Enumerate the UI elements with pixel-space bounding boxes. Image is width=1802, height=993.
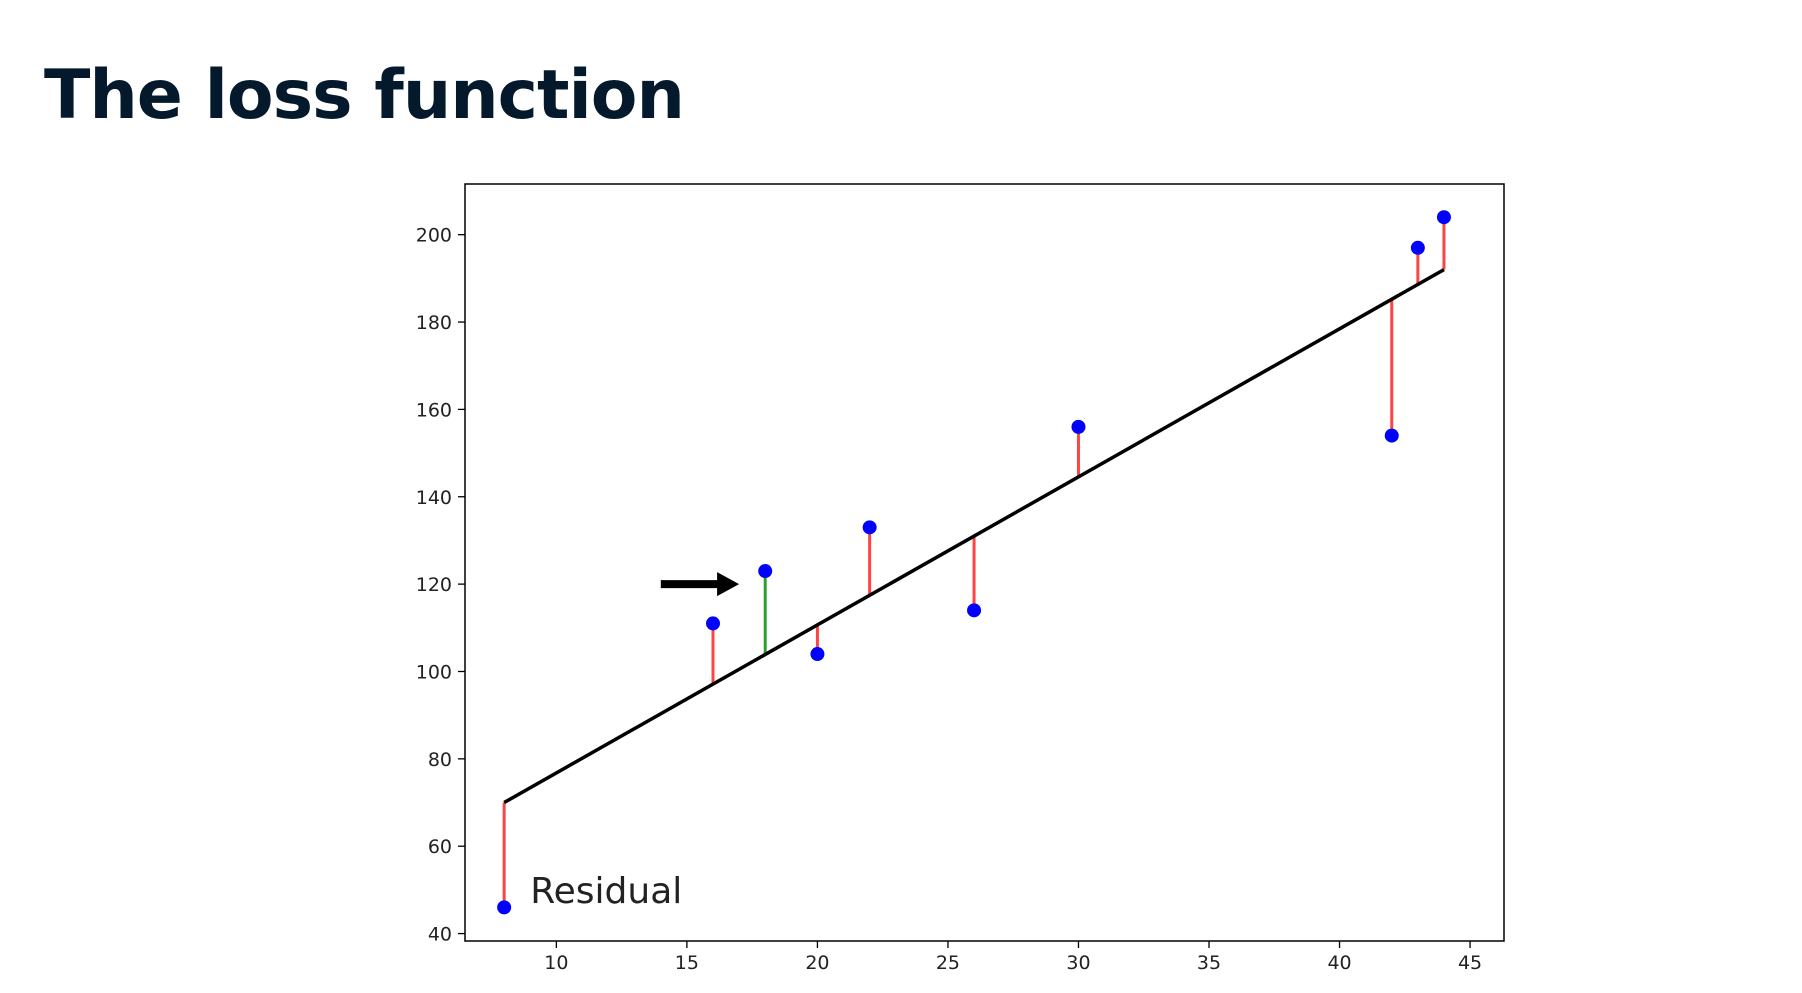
y-tick-label: 40 <box>428 924 452 946</box>
data-point <box>758 564 773 579</box>
slide-title: The loss function <box>44 56 685 135</box>
x-tick-label: 10 <box>544 952 568 974</box>
data-point <box>1436 210 1451 225</box>
regression-line <box>503 268 1445 805</box>
data-point <box>1410 240 1425 255</box>
y-tick-label: 140 <box>416 487 452 509</box>
data-point <box>1071 419 1086 434</box>
data-point <box>862 520 877 535</box>
y-tick-label: 60 <box>428 836 452 858</box>
x-tick-label: 15 <box>675 952 699 974</box>
data-point <box>706 616 721 631</box>
residual-label: Residual <box>530 871 682 912</box>
y-tick-label: 100 <box>416 661 452 683</box>
x-tick-label: 20 <box>805 952 829 974</box>
y-tick-label: 160 <box>416 399 452 421</box>
y-tick-label: 200 <box>416 225 452 247</box>
y-tick-label: 80 <box>428 749 452 771</box>
y-tick-label: 120 <box>416 574 452 596</box>
x-tick-label: 40 <box>1327 952 1351 974</box>
data-point <box>967 603 982 618</box>
data-point <box>1384 428 1399 443</box>
plot-frame <box>464 183 1505 942</box>
x-tick-label: 35 <box>1197 952 1221 974</box>
x-tick-label: 25 <box>936 952 960 974</box>
data-point <box>810 647 825 662</box>
y-tick-label: 180 <box>416 312 452 334</box>
data-point <box>497 900 512 915</box>
right-arrow-icon <box>717 572 740 597</box>
x-tick-label: 45 <box>1458 952 1482 974</box>
x-tick-label: 30 <box>1066 952 1090 974</box>
